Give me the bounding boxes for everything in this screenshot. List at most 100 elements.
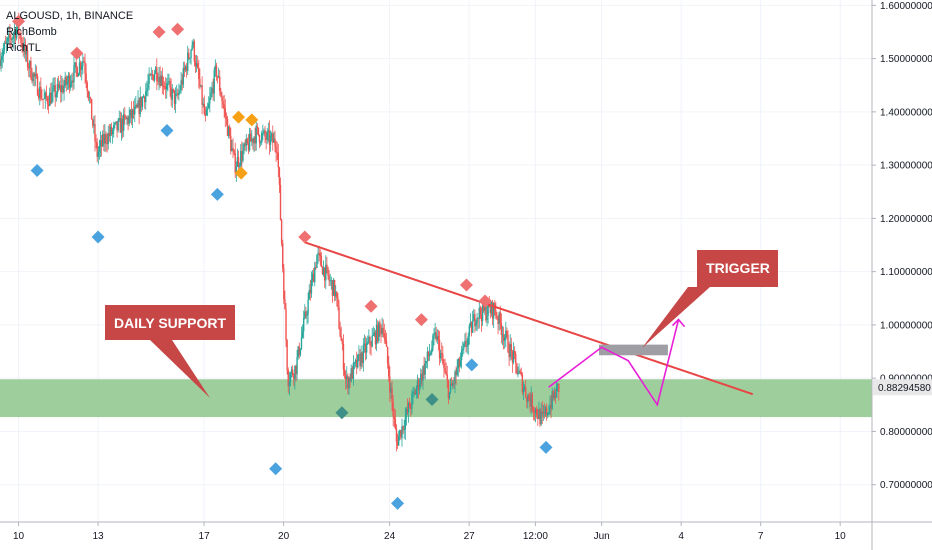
candle-body-495: [545, 407, 548, 416]
candle-body-152: [167, 82, 169, 84]
candle-body-247: [272, 133, 274, 143]
candle-body-375: [413, 391, 415, 393]
candle-body-259: [285, 309, 287, 341]
candle-body-267: [294, 365, 296, 380]
candle-body-433: [477, 317, 479, 319]
candle-body-321: [353, 362, 356, 364]
candle-body-128: [140, 96, 143, 107]
signal-marker-blue-15: [391, 496, 405, 510]
candle-body-115: [126, 117, 128, 120]
candle-body-262: [288, 381, 291, 387]
candle-body-415: [457, 358, 460, 369]
candle-body-482: [531, 394, 533, 411]
candle-body-383: [422, 366, 424, 382]
candle-body-1: [0, 60, 2, 67]
candle-body-126: [138, 100, 140, 115]
candle-body-180: [198, 67, 200, 79]
candle-body-123: [135, 104, 137, 107]
candle-body-240: [264, 130, 266, 137]
candle-body-319: [351, 368, 353, 379]
candle-body-50: [54, 85, 56, 98]
candle-body-360: [396, 441, 399, 446]
candle-body-295: [325, 264, 327, 281]
candle-body-47: [51, 91, 53, 104]
candle-body-414: [456, 368, 458, 376]
candle-body-332: [365, 343, 368, 353]
candle-body-339: [373, 332, 376, 336]
candle-body-481: [530, 394, 532, 407]
symbol-title[interactable]: ALGOUSD, 1h, BINANCE: [6, 10, 134, 22]
candle-body-206: [226, 118, 229, 136]
x-tick-label-0: 10: [13, 531, 25, 542]
candle-body-110: [120, 118, 123, 133]
candle-body-201: [221, 96, 223, 102]
candle-body-49: [53, 85, 55, 88]
x-tick-label-4: 24: [384, 531, 396, 542]
candle-body-473: [521, 374, 524, 393]
candle-body-371: [409, 402, 411, 409]
candle-body-412: [454, 371, 456, 384]
candle-body-310: [341, 340, 344, 344]
candle-body-141: [155, 67, 157, 74]
trigger-zone-box: [599, 344, 668, 356]
candle-body-52: [56, 83, 59, 94]
candle-body-287: [316, 255, 318, 268]
candle-body-430: [474, 314, 476, 327]
candle-body-455: [501, 334, 504, 336]
candle-body-281: [309, 289, 312, 294]
signal-markers: [12, 14, 553, 510]
candle-body-368: [405, 408, 408, 418]
candle-body-255: [280, 219, 283, 244]
candle-body-159: [174, 94, 177, 104]
candle-body-114: [125, 116, 127, 120]
candle-body-28: [30, 61, 32, 79]
candle-body-296: [326, 264, 328, 268]
candle-body-467: [515, 354, 517, 364]
candle-body-445: [490, 302, 493, 314]
candle-body-417: [459, 360, 462, 367]
candle-body-304: [335, 291, 337, 297]
candle-body-353: [389, 376, 391, 393]
candle-body-422: [465, 340, 467, 347]
candle-body-204: [224, 108, 226, 117]
candle-body-293: [322, 267, 325, 275]
candle-body-80: [87, 91, 90, 99]
candle-body-156: [171, 88, 173, 100]
candle-body-367: [404, 417, 406, 430]
candle-body-7: [7, 37, 9, 42]
candle-body-466: [513, 350, 516, 355]
indicator-richbomb[interactable]: RichBomb: [6, 26, 57, 38]
y-tick-label-0: 1.60000000: [880, 1, 932, 12]
candle-body-161: [177, 93, 179, 96]
last-price-badge: [873, 379, 932, 396]
candle-body-44: [47, 103, 50, 107]
signal-marker-red-14: [364, 299, 378, 313]
candle-body-174: [191, 45, 193, 50]
candle-body-462: [509, 344, 511, 358]
candle-body-84: [92, 119, 94, 126]
y-axis-panel: [872, 0, 932, 550]
candle-body-491: [541, 411, 543, 414]
candle-body-285: [314, 267, 316, 283]
candle-body-292: [321, 266, 324, 275]
candle-body-416: [458, 358, 461, 367]
candle-body-299: [329, 280, 331, 282]
candle-body-119: [130, 109, 133, 119]
candle-body-21: [22, 46, 24, 52]
candle-body-337: [371, 335, 373, 347]
candle-body-237: [261, 133, 263, 143]
candle-body-406: [447, 380, 450, 399]
candle-body-167: [183, 67, 186, 71]
candle-body-249: [274, 138, 276, 147]
candle-body-441: [486, 315, 488, 321]
indicator-richtl[interactable]: RichTL: [6, 42, 41, 54]
candle-body-420: [463, 343, 465, 349]
candle-body-246: [270, 133, 273, 137]
candle-body-324: [357, 354, 359, 368]
x-tick-label-5: 27: [464, 531, 476, 542]
candle-body-479: [528, 395, 530, 400]
candle-body-243: [267, 130, 270, 133]
candle-body-20: [21, 43, 23, 47]
candle-body-444: [489, 307, 492, 314]
